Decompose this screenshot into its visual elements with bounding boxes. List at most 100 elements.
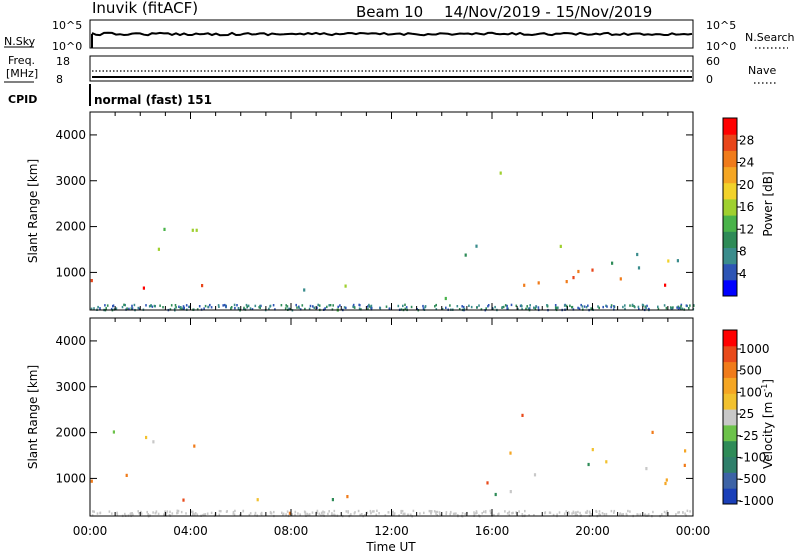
velocity-ground-cell <box>180 510 183 514</box>
power-ytick-label: 1000 <box>55 265 86 279</box>
power-ground-cell <box>204 304 207 308</box>
velocity-ground-cell <box>464 512 466 516</box>
velocity-ground-cell <box>590 513 593 516</box>
power-ground-cell <box>210 306 213 309</box>
velocity-ground-cell <box>639 513 642 516</box>
velocity-ground-cell <box>473 513 476 516</box>
velocity-ground-cell <box>166 510 169 513</box>
power-cell <box>572 276 575 280</box>
power-ytick-label: 2000 <box>55 220 86 234</box>
velocity-ground-cell <box>196 513 199 516</box>
power-ground-cell <box>583 305 586 308</box>
power-ground-cell <box>502 305 505 309</box>
velocity-ground-cell <box>322 513 324 516</box>
velocity-ground-cell <box>506 512 509 515</box>
power-ground-cell <box>299 308 302 311</box>
power-ground-cell <box>580 303 582 307</box>
velocity-ground-cell <box>595 509 597 513</box>
velocity-ground-cell <box>294 513 296 517</box>
power-ground-cell <box>646 304 648 308</box>
nsky-panel <box>89 19 694 49</box>
velocity-ground-cell <box>140 512 143 515</box>
power-ground-cell <box>97 305 99 309</box>
nsky-tick-top-right: 10^5 <box>706 19 736 32</box>
power-cell <box>664 283 667 287</box>
velocity-ground-cell <box>579 511 581 515</box>
time-tick-label: 08:00 <box>274 524 309 538</box>
nsky-tick-bottom-left: 10^0 <box>52 40 82 53</box>
velocity-ground-cell <box>226 510 228 513</box>
power-heatmap <box>90 171 695 312</box>
power-ground-cell <box>416 308 418 311</box>
velocity-ground-cell <box>333 513 336 516</box>
power-ground-cell <box>251 308 254 311</box>
velocity-ground-cell <box>108 510 111 513</box>
power-ground-cell <box>90 307 93 310</box>
power-ground-cell <box>175 306 177 309</box>
velocity-ground-cell <box>366 511 369 514</box>
power-ground-cell <box>435 308 438 311</box>
velocity-ground-cell <box>473 511 475 514</box>
power-ground-cell <box>633 305 635 308</box>
power-colorbar-tick-label: 24 <box>739 156 754 170</box>
power-ground-cell <box>638 307 640 311</box>
power-colorbar-tick-label: 4 <box>739 267 747 281</box>
velocity-ground-cell <box>689 510 691 513</box>
power-ground-cell <box>225 305 227 308</box>
power-cell <box>157 247 160 251</box>
power-ground-cell <box>249 307 252 310</box>
nsky-trace <box>91 31 693 37</box>
velocity-ground-cell <box>116 511 118 514</box>
cpid-text: normal (fast) 151 <box>94 93 212 107</box>
power-colorbar-segment <box>723 215 737 232</box>
power-ground-cell <box>138 307 141 310</box>
velocity-ground-cell <box>430 510 433 513</box>
power-ground-cell <box>133 303 136 307</box>
velocity-cell <box>486 481 489 485</box>
velocity-ground-cell <box>610 509 613 513</box>
power-ground-cell <box>680 303 683 307</box>
power-ground-cell <box>367 305 369 308</box>
power-cell <box>559 244 562 248</box>
velocity-ground-cell <box>584 511 587 514</box>
velocity-ground-cell <box>359 513 361 517</box>
velocity-ground-cell <box>524 509 526 513</box>
velocity-cell <box>521 413 524 417</box>
power-ground-cell <box>339 304 341 307</box>
velocity-ground-cell <box>147 513 149 516</box>
velocity-ground-cell <box>384 514 387 517</box>
velocity-ground-cell <box>563 512 566 515</box>
velocity-ground-cell <box>565 510 568 513</box>
power-ground-cell <box>222 304 224 307</box>
velocity-cell <box>288 511 291 515</box>
velocity-ground-cell <box>206 512 209 515</box>
power-ground-cell <box>555 306 558 309</box>
freq-tick-bottom: 8 <box>56 73 63 86</box>
velocity-ground-cell <box>299 513 301 516</box>
velocity-ground-cell <box>439 512 441 515</box>
velocity-ground-cell <box>322 510 324 513</box>
velocity-ground-cell <box>552 513 555 517</box>
velocity-ground-cell <box>665 512 668 515</box>
time-tick-label: 16:00 <box>475 524 510 538</box>
power-colorbar-tick-label: 12 <box>739 222 754 236</box>
nave-tick-top: 60 <box>706 55 720 68</box>
velocity-ground-cell <box>663 510 666 514</box>
velocity-ground-cell <box>177 511 179 514</box>
velocity-ground-cell <box>357 509 360 513</box>
power-ground-cell <box>622 305 624 309</box>
velocity-ground-cell <box>323 511 326 514</box>
velocity-ground-cell <box>99 511 102 514</box>
velocity-ground-cell <box>169 510 171 513</box>
velocity-ground-cell <box>132 513 134 516</box>
velocity-ground-cell <box>387 511 390 514</box>
velocity-ground-cell <box>327 512 329 516</box>
power-ground-cell <box>308 307 311 311</box>
power-ground-cell <box>554 304 557 307</box>
velocity-ground-cell <box>176 512 178 515</box>
power-ground-cell <box>259 304 261 308</box>
power-ground-cell <box>154 305 156 308</box>
velocity-ground-cell <box>376 509 378 512</box>
velocity-ground-cell <box>603 513 606 516</box>
power-ground-cell <box>128 307 130 311</box>
